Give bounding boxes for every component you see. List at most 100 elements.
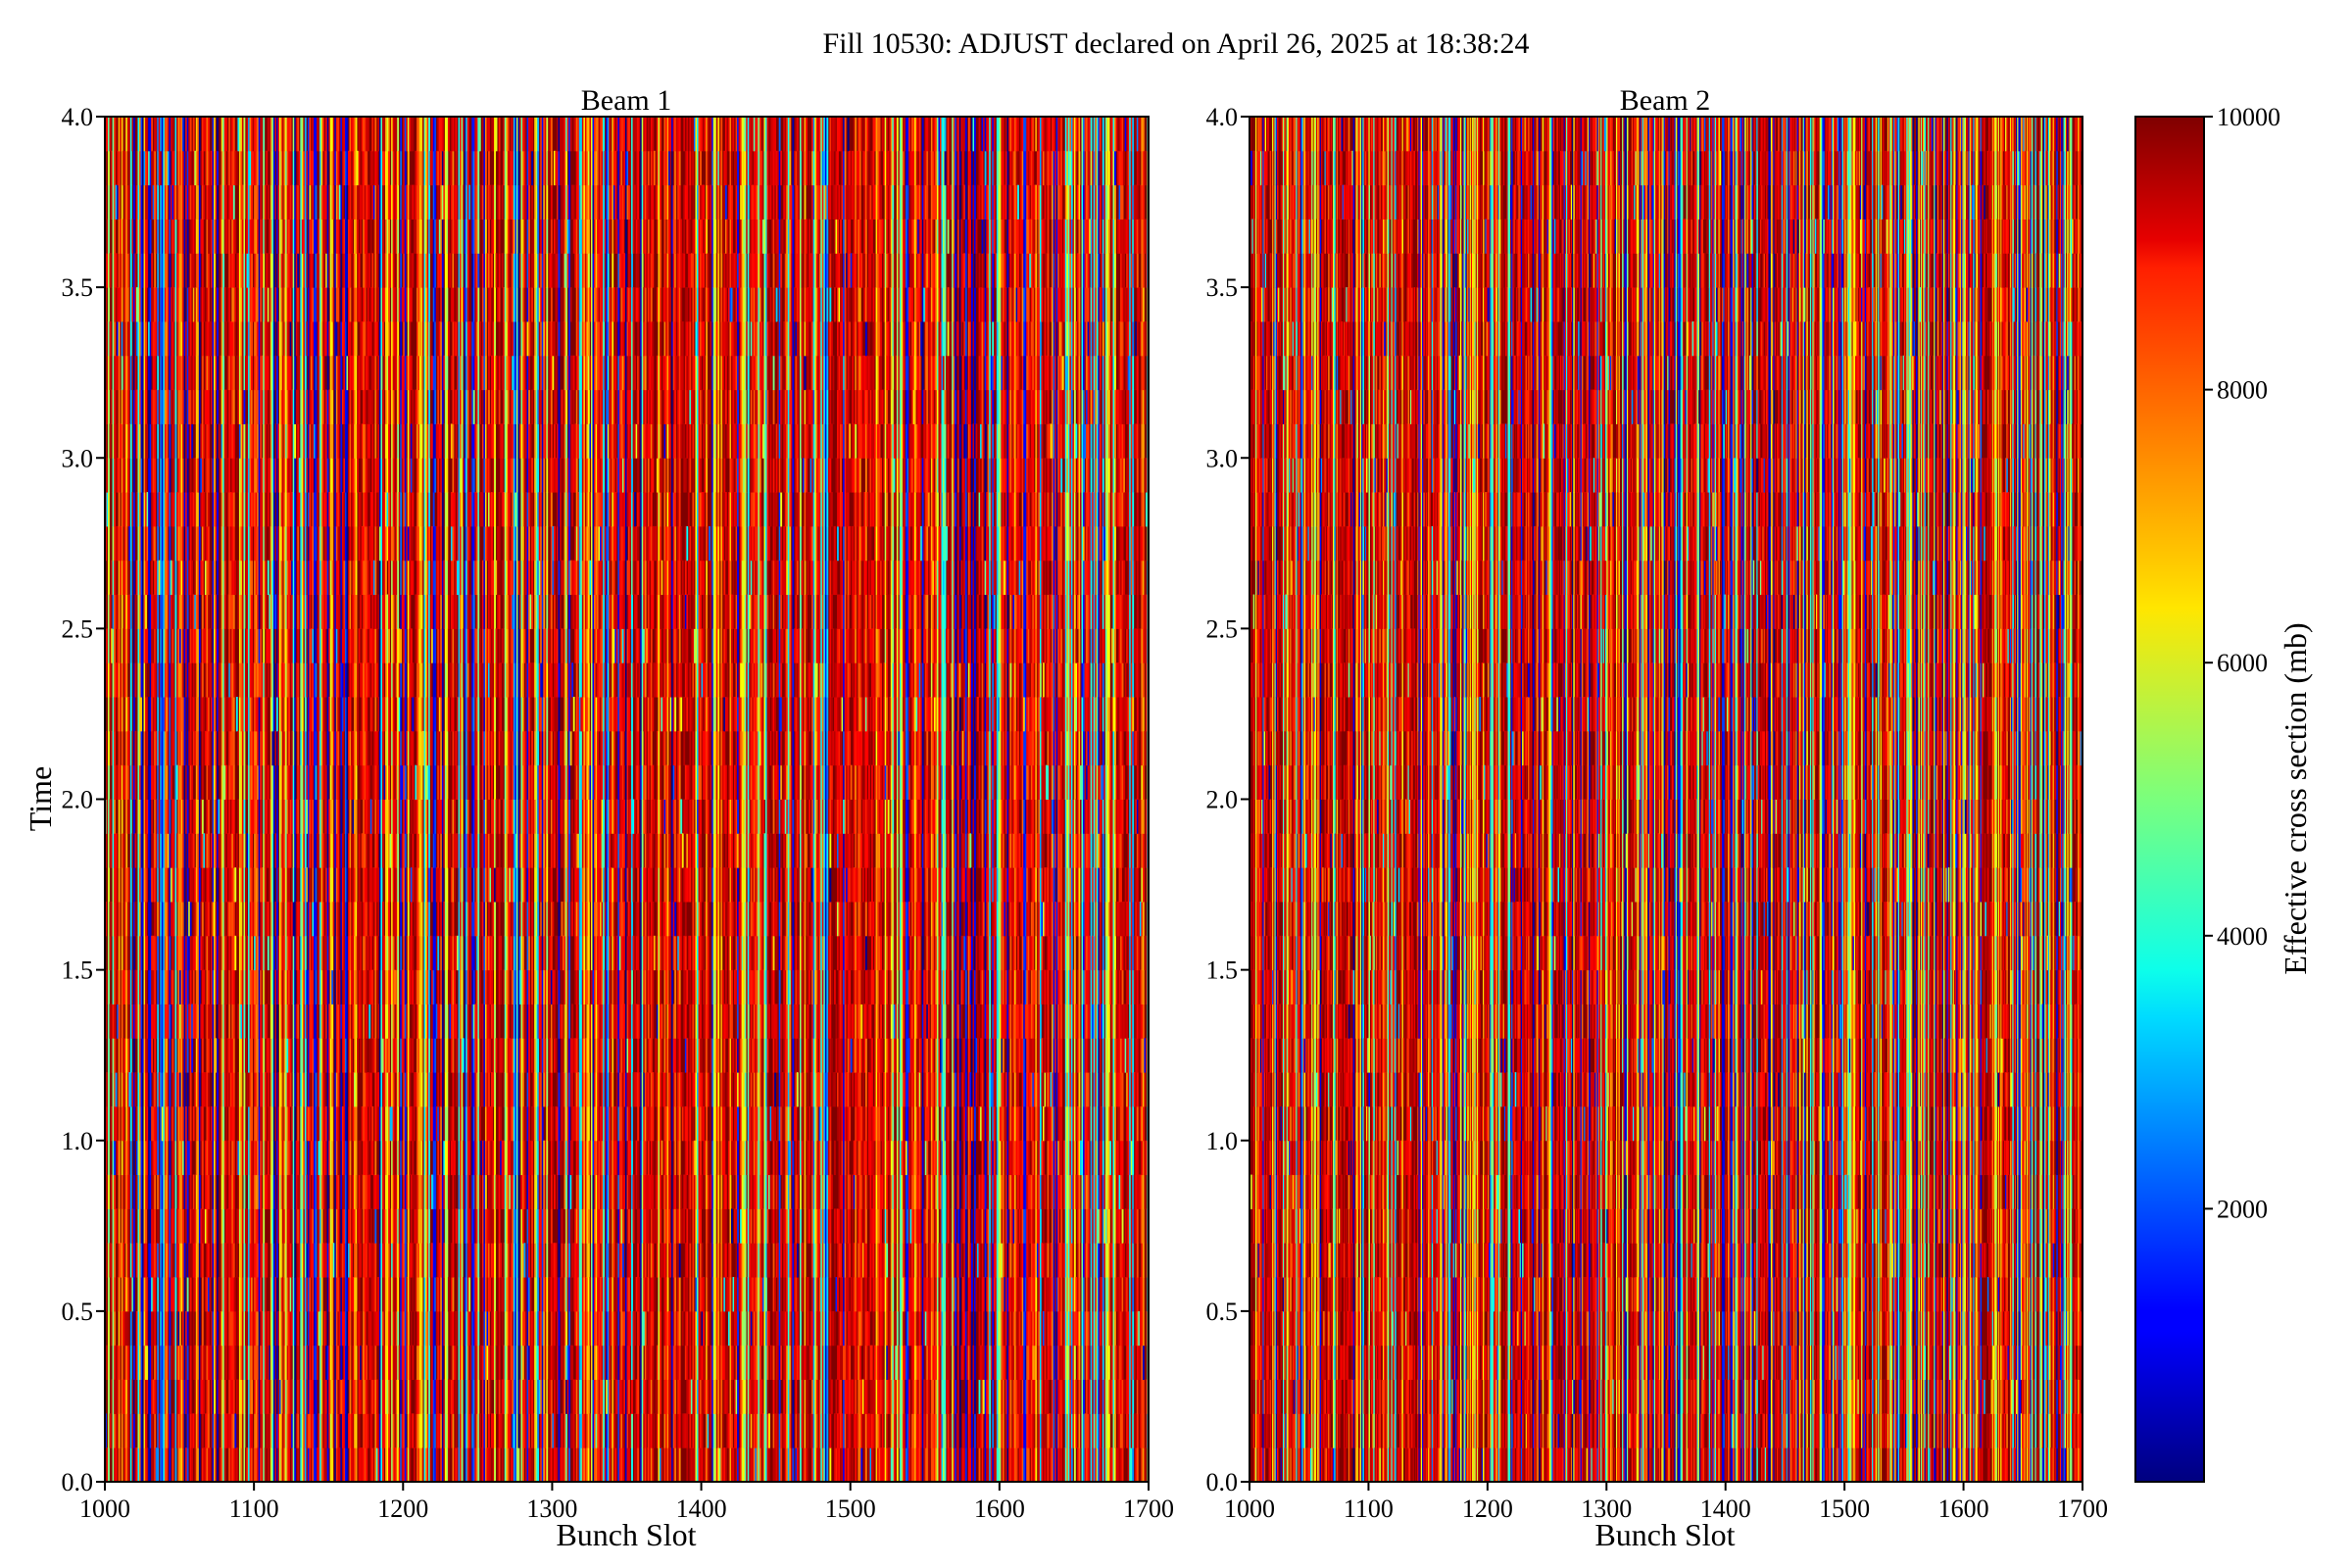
- heatmap-cell: [233, 1004, 235, 1038]
- heatmap-cell: [199, 1175, 201, 1209]
- heatmap-cell: [151, 1038, 153, 1072]
- heatmap-cell: [122, 1447, 123, 1482]
- heatmap-cell: [157, 1038, 159, 1072]
- heatmap-cell: [130, 151, 132, 185]
- heatmap-cell: [210, 765, 212, 800]
- heatmap-cell: [127, 287, 129, 321]
- heatmap-cell: [202, 902, 204, 936]
- heatmap-cell: [119, 1141, 121, 1175]
- heatmap-cell: [130, 902, 132, 936]
- heatmap-cell: [134, 731, 136, 765]
- heatmap-cell: [202, 1277, 204, 1311]
- heatmap-cell: [133, 1038, 135, 1072]
- heatmap-cell: [119, 800, 121, 834]
- heatmap-cell: [175, 595, 177, 629]
- heatmap-cell: [108, 1208, 110, 1243]
- heatmap-cell: [187, 526, 189, 561]
- heatmap-cell: [119, 151, 121, 185]
- heatmap-cell: [184, 390, 186, 424]
- heatmap-cell: [234, 219, 236, 253]
- heatmap-cell: [157, 1106, 159, 1141]
- heatmap-cell: [217, 902, 219, 936]
- heatmap-cell: [145, 1413, 147, 1447]
- heatmap-cell: [224, 1380, 226, 1414]
- heatmap-cell: [187, 1380, 189, 1414]
- heatmap-cell: [187, 595, 189, 629]
- heatmap-cell: [199, 1038, 201, 1072]
- heatmap-cell: [114, 628, 116, 662]
- heatmap-cell: [202, 253, 204, 287]
- heatmap-cell: [233, 492, 235, 526]
- heatmap-cell: [172, 936, 173, 970]
- heatmap-cell: [145, 390, 147, 424]
- heatmap-cell: [130, 1346, 132, 1380]
- heatmap-cell: [190, 151, 192, 185]
- heatmap-cell: [208, 1038, 210, 1072]
- heatmap-cell: [110, 662, 112, 697]
- heatmap-cell: [157, 595, 159, 629]
- heatmap-cell: [130, 697, 132, 731]
- heatmap-cell: [214, 561, 216, 595]
- heatmap-cell: [208, 697, 210, 731]
- heatmap-cell: [193, 185, 195, 220]
- heatmap-cell: [199, 731, 201, 765]
- heatmap-cell: [199, 595, 201, 629]
- heatmap-cell: [214, 697, 216, 731]
- heatmap-cell: [191, 1447, 193, 1482]
- heatmap-cell: [133, 867, 135, 902]
- heatmap-cell: [116, 390, 118, 424]
- heatmap-cell: [236, 458, 238, 492]
- heatmap-cell: [217, 1413, 219, 1447]
- heatmap-cell: [228, 1004, 230, 1038]
- heatmap-cell: [214, 1004, 216, 1038]
- heatmap-cell: [208, 1243, 210, 1277]
- heatmap-cell: [127, 1413, 129, 1447]
- heatmap-cell: [116, 867, 118, 902]
- heatmap-cell: [119, 595, 121, 629]
- heatmap-cell: [133, 1243, 135, 1277]
- heatmap-cell: [190, 117, 192, 151]
- heatmap-cell: [224, 662, 226, 697]
- heatmap-cell: [150, 902, 152, 936]
- heatmap-cell: [233, 595, 235, 629]
- heatmap-cell: [119, 356, 121, 390]
- heatmap-cell: [169, 1413, 171, 1447]
- heatmap-cell: [108, 561, 110, 595]
- heatmap-cell: [108, 219, 110, 253]
- heatmap-cell: [127, 1208, 129, 1243]
- heatmap-cell: [134, 833, 136, 867]
- heatmap-cell: [169, 800, 171, 834]
- heatmap-cell: [202, 662, 204, 697]
- heatmap-cell: [224, 902, 226, 936]
- heatmap-cell: [119, 970, 121, 1004]
- heatmap-cell: [208, 1106, 210, 1141]
- heatmap-cell: [134, 253, 136, 287]
- heatmap-cell: [169, 1380, 171, 1414]
- heatmap-cell: [130, 1311, 132, 1346]
- heatmap-cell: [114, 151, 116, 185]
- heatmap-cell: [234, 936, 236, 970]
- heatmap-cell: [224, 833, 226, 867]
- heatmap-cell: [199, 1311, 201, 1346]
- heatmap-cell: [208, 936, 210, 970]
- heatmap-cell: [187, 1072, 189, 1106]
- heatmap-cell: [171, 765, 172, 800]
- heatmap-cell: [217, 390, 219, 424]
- heatmap-cell: [182, 1208, 184, 1243]
- heatmap-cell: [217, 1208, 219, 1243]
- heatmap-cell: [172, 1175, 173, 1209]
- heatmap-cell: [130, 1106, 132, 1141]
- heatmap-cell: [108, 867, 110, 902]
- heatmap-cell: [116, 833, 118, 867]
- heatmap-cell: [116, 117, 118, 151]
- heatmap-cell: [127, 936, 129, 970]
- heatmap-cell: [114, 321, 116, 356]
- heatmap-cell: [145, 970, 147, 1004]
- heatmap-cell: [172, 321, 173, 356]
- heatmap-cell: [217, 219, 219, 253]
- heatmap-cell: [233, 1072, 235, 1106]
- heatmap-cell: [199, 526, 201, 561]
- heatmap-cell: [190, 287, 192, 321]
- heatmap-cell: [224, 1004, 226, 1038]
- heatmap-cell: [217, 628, 219, 662]
